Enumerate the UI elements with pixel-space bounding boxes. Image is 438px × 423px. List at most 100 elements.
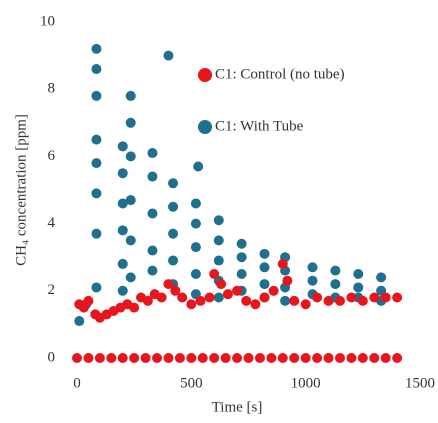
point (163, 279, 174, 290)
point (125, 90, 136, 101)
point (380, 292, 391, 303)
point (91, 134, 102, 145)
point (117, 353, 128, 363)
point (369, 292, 380, 303)
point (213, 292, 224, 303)
point (156, 292, 167, 303)
point (307, 275, 318, 286)
point (186, 299, 197, 310)
point (277, 258, 288, 269)
point (353, 269, 364, 279)
point (142, 295, 153, 306)
point (72, 353, 82, 363)
x-tick-label: 1000 (291, 375, 321, 391)
point (117, 141, 128, 152)
point (312, 292, 323, 303)
point (83, 295, 94, 306)
point (147, 245, 158, 256)
point (152, 353, 163, 363)
point (170, 285, 181, 296)
point (268, 285, 279, 296)
point (254, 353, 265, 363)
point (168, 255, 179, 266)
point (266, 353, 277, 363)
point (353, 282, 364, 293)
point (259, 262, 270, 273)
point (197, 353, 208, 363)
point (323, 353, 334, 363)
point (125, 151, 136, 162)
x-tick-label: 1500 (405, 375, 435, 391)
point (209, 269, 220, 279)
point (147, 265, 158, 276)
legend-label: C1: Control (no tube) (215, 66, 345, 82)
point (213, 215, 224, 226)
point (168, 178, 179, 189)
point (346, 292, 357, 303)
point (236, 269, 247, 279)
point (91, 43, 102, 54)
point (259, 292, 270, 303)
legend-marker (198, 120, 212, 134)
point (380, 353, 391, 363)
point (177, 292, 188, 303)
point (312, 353, 323, 363)
point (117, 198, 128, 209)
point (307, 262, 318, 273)
point (117, 225, 128, 236)
point (193, 161, 204, 172)
point (117, 285, 128, 296)
point (300, 353, 311, 363)
point (392, 353, 403, 363)
point (346, 353, 357, 363)
point (91, 228, 102, 239)
point (117, 168, 128, 179)
point (259, 248, 270, 259)
point (330, 279, 341, 290)
point (195, 295, 206, 306)
point (147, 171, 158, 182)
point (91, 158, 102, 169)
point (125, 195, 136, 206)
point (91, 90, 102, 101)
y-tick-label: 2 (48, 282, 56, 298)
legend-label: C1: With Tube (215, 118, 304, 134)
point (83, 353, 94, 363)
point (369, 353, 380, 363)
point (204, 292, 215, 303)
point (94, 353, 105, 363)
y-tick-label: 8 (48, 81, 56, 97)
point (323, 295, 334, 306)
point (106, 353, 117, 363)
point (91, 64, 102, 75)
point (334, 353, 345, 363)
point (334, 295, 345, 306)
point (174, 353, 185, 363)
point (213, 255, 224, 266)
point (280, 295, 291, 306)
point (147, 208, 158, 219)
point (289, 353, 300, 363)
point (300, 299, 311, 310)
point (190, 198, 201, 209)
y-axis-label: CH₄ concentration [ppm] (13, 114, 29, 266)
point (125, 235, 136, 246)
point (125, 272, 136, 283)
point (140, 353, 151, 363)
y-tick-label: 10 (40, 13, 55, 29)
x-axis-label: Time [s] (212, 399, 263, 415)
point (168, 228, 179, 239)
point (129, 353, 140, 363)
point (236, 238, 247, 249)
point (147, 148, 158, 159)
point (282, 275, 293, 286)
point (376, 272, 387, 283)
point (232, 285, 243, 296)
x-tick-label: 500 (180, 375, 203, 391)
point (220, 353, 231, 363)
point (125, 117, 136, 128)
y-tick-label: 6 (48, 148, 56, 164)
point (117, 258, 128, 269)
point (163, 353, 174, 363)
